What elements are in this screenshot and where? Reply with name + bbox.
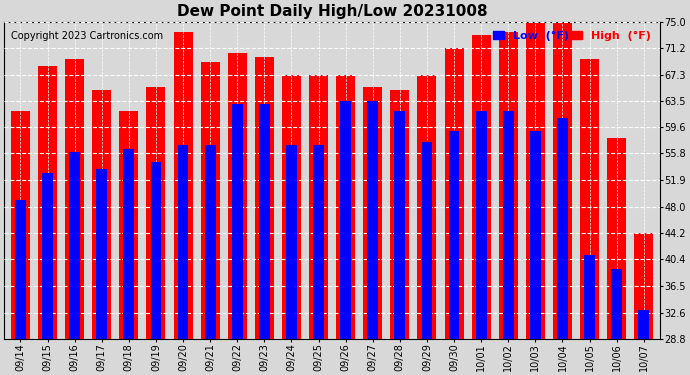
- Text: Copyright 2023 Cartronics.com: Copyright 2023 Cartronics.com: [11, 31, 163, 41]
- Title: Dew Point Daily High/Low 20231008: Dew Point Daily High/Low 20231008: [177, 4, 487, 19]
- Bar: [395, 111, 405, 339]
- Bar: [255, 57, 274, 339]
- Bar: [422, 142, 433, 339]
- Bar: [475, 111, 486, 339]
- Bar: [38, 66, 57, 339]
- Bar: [97, 169, 107, 339]
- Bar: [472, 36, 491, 339]
- Bar: [503, 111, 513, 339]
- Bar: [391, 90, 409, 339]
- Bar: [259, 104, 270, 339]
- Bar: [69, 152, 80, 339]
- Bar: [42, 172, 53, 339]
- Bar: [11, 111, 30, 339]
- Bar: [638, 310, 649, 339]
- Bar: [336, 75, 355, 339]
- Bar: [150, 162, 161, 339]
- Bar: [228, 53, 247, 339]
- Bar: [124, 148, 135, 339]
- Bar: [363, 87, 382, 339]
- Bar: [309, 75, 328, 339]
- Bar: [205, 145, 215, 339]
- Bar: [65, 60, 84, 339]
- Bar: [313, 145, 324, 339]
- Bar: [448, 132, 460, 339]
- Bar: [282, 75, 301, 339]
- Bar: [92, 90, 111, 339]
- Bar: [526, 22, 545, 339]
- Bar: [557, 118, 568, 339]
- Bar: [286, 145, 297, 339]
- Bar: [340, 100, 351, 339]
- Bar: [499, 32, 518, 339]
- Bar: [444, 48, 464, 339]
- Bar: [580, 60, 599, 339]
- Bar: [367, 100, 378, 339]
- Bar: [177, 145, 188, 339]
- Bar: [417, 75, 437, 339]
- Bar: [611, 269, 622, 339]
- Bar: [530, 132, 541, 339]
- Bar: [201, 62, 219, 339]
- Legend: Low  (°F), High  (°F): Low (°F), High (°F): [490, 27, 655, 44]
- Bar: [584, 255, 595, 339]
- Bar: [174, 32, 193, 339]
- Bar: [607, 138, 626, 339]
- Bar: [634, 233, 653, 339]
- Bar: [15, 200, 26, 339]
- Bar: [146, 87, 166, 339]
- Bar: [553, 18, 572, 339]
- Bar: [119, 111, 138, 339]
- Bar: [232, 104, 243, 339]
